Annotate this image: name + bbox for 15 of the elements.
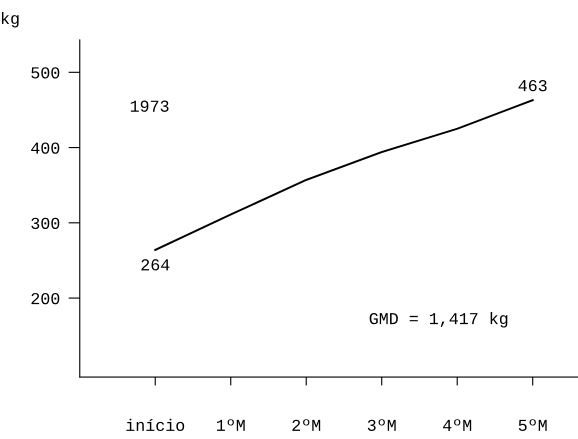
annotation: GMD = 1,417 kg	[370, 312, 508, 328]
x-tick-label: 1ºM	[216, 419, 245, 431]
annotation: 1973	[130, 100, 169, 112]
y-tick-label: 200	[31, 292, 60, 304]
y-tick-label: 300	[31, 218, 60, 230]
x-tick-label: 2ºM	[292, 419, 320, 431]
x-tick-label: início	[126, 418, 184, 432]
y-tick-label: 400	[31, 142, 60, 154]
x-tick-label: 3ºM	[368, 419, 396, 432]
y-axis-title: kg	[2, 12, 19, 28]
x-tick-label: 4ºM	[443, 419, 472, 431]
x-tick-label: 5ºM	[518, 419, 547, 432]
data-label: 463	[518, 80, 547, 92]
data-label: 264	[141, 259, 170, 270]
y-tick-label: 500	[31, 67, 60, 79]
